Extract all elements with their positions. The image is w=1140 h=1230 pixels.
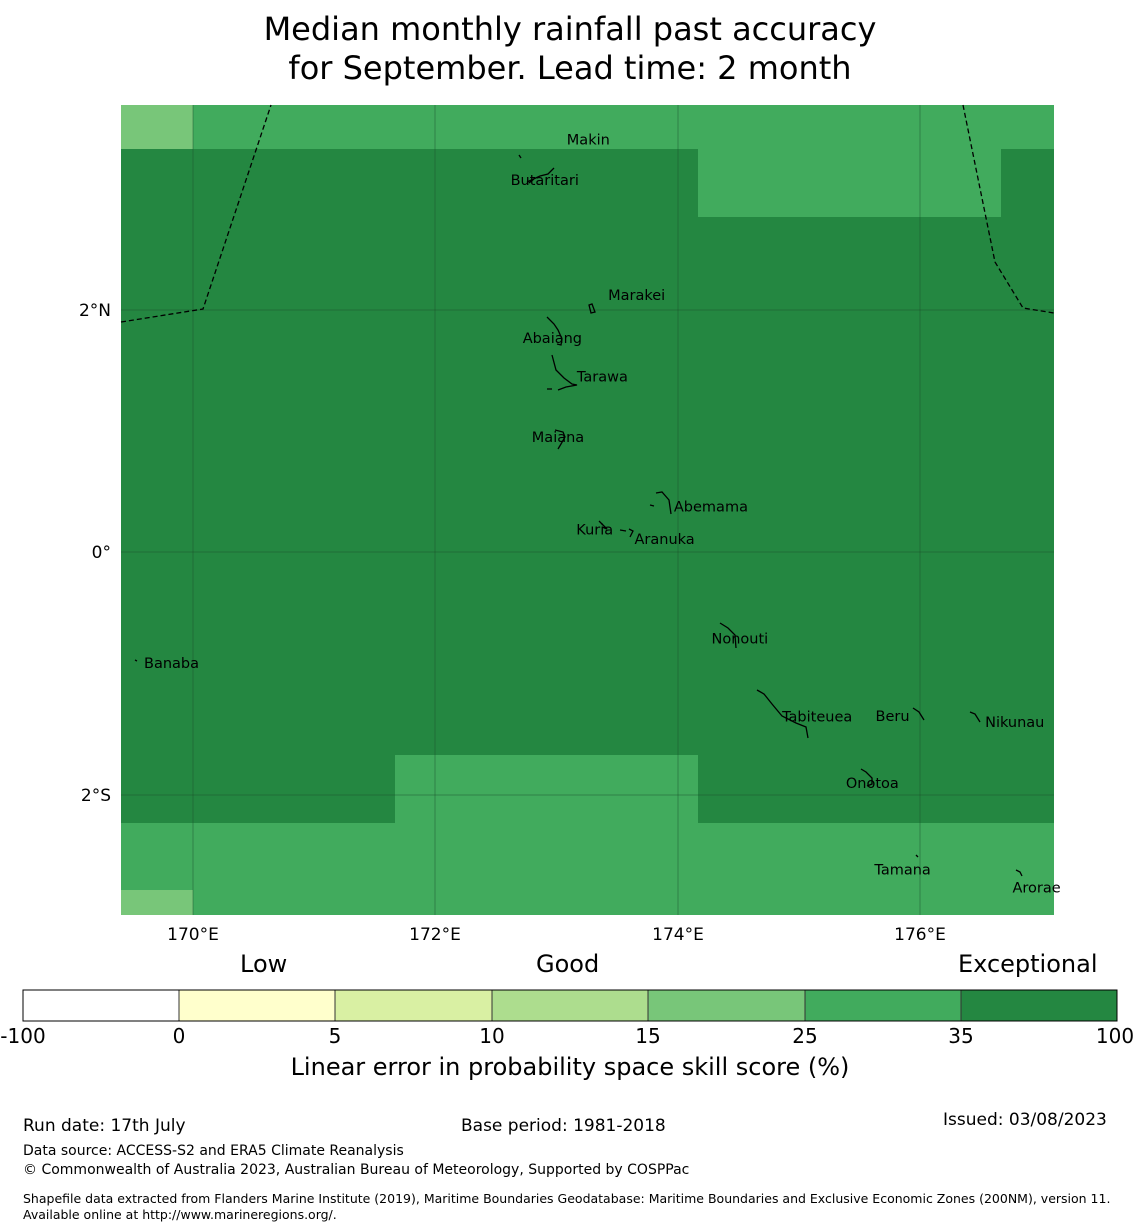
eez-boundary-west [120, 104, 272, 323]
colorbar-frame [22, 989, 1118, 1022]
island-onotoa [860, 768, 873, 787]
colorbar-tick: 0 [172, 1024, 186, 1048]
place-label-maiana: Maiana [532, 430, 584, 446]
colorbar-category-low: Low [240, 950, 288, 978]
place-label-abemama: Abemama [674, 500, 748, 516]
island-aranuka [619, 528, 634, 538]
title-line-2: for September. Lead time: 2 month [288, 49, 852, 87]
place-label-abaiang: Abaiang [523, 331, 582, 347]
data-source: Data source: ACCESS-S2 and ERA5 Climate … [23, 1143, 404, 1159]
place-label-marakei: Marakei [608, 288, 665, 304]
island-butaritari [526, 167, 555, 184]
colorbar-tick: 10 [479, 1024, 505, 1048]
lon-tick-176: 176°E [894, 925, 946, 945]
base-period: Base period: 1981-2018 [461, 1116, 666, 1136]
lat-tick-2s: 2°S [81, 786, 111, 806]
colorbar-tick: 5 [328, 1024, 342, 1048]
place-label-aranuka: Aranuka [635, 532, 695, 548]
place-label-tabiteuea: Tabiteuea [781, 709, 852, 725]
shapefile-credit: Shapefile data extracted from Flanders M… [23, 1191, 1111, 1222]
colorbar-seg-15-25 [648, 990, 805, 1021]
island-makin [518, 154, 522, 159]
place-label-makin: Makin [567, 133, 610, 149]
lon-tick-172: 172°E [409, 925, 461, 945]
colorbar-tick: 35 [948, 1024, 974, 1048]
copyright: © Commonwealth of Australia 2023, Austra… [23, 1162, 690, 1178]
place-label-nikunau: Nikunau [985, 715, 1044, 731]
place-label-butaritari: Butaritari [511, 173, 579, 189]
colorbar-category-good: Good [536, 950, 600, 978]
colorbar-tick: 25 [792, 1024, 818, 1048]
colorbar-label: Linear error in probability space skill … [290, 1053, 850, 1081]
island-tarawa [547, 354, 578, 391]
colorbar-tick: -100 [0, 1024, 46, 1048]
place-label-nonouti: Nonouti [712, 632, 769, 648]
field-bottom-band [121, 823, 1054, 915]
run-date: Run date: 17th July [23, 1116, 186, 1136]
colorbar [22, 989, 1118, 1022]
island-tamana [915, 854, 919, 858]
island-marakei [588, 303, 596, 314]
island-kuria [598, 520, 608, 530]
place-label-tarawa: Tarawa [576, 370, 628, 386]
place-label-banaba: Banaba [144, 656, 199, 672]
field-top-band [121, 105, 1054, 149]
place-label-onotoa: Onotoa [846, 776, 899, 792]
maritime-boundaries [120, 104, 1055, 323]
colorbar-seg-0-5 [179, 990, 335, 1021]
place-labels: Makin Butaritari Marakei Abaiang Tarawa Maian… [144, 133, 1061, 897]
colorbar-seg-10-15 [492, 990, 648, 1021]
island-abemama [649, 491, 672, 515]
skill-field [121, 105, 1054, 915]
island-nonouti [719, 622, 737, 649]
island-outlines [134, 154, 1023, 877]
issued-date: Issued: 03/08/2023 [943, 1110, 1107, 1130]
place-label-tamana: Tamana [873, 863, 930, 879]
island-maiana [554, 429, 566, 450]
island-arorae [1015, 869, 1023, 877]
eez-boundary-east [962, 104, 1055, 314]
colorbar-category-exceptional: Exceptional [958, 950, 1098, 978]
place-label-kuria: Kuria [576, 522, 613, 538]
island-beru [912, 707, 925, 721]
graticule [121, 105, 1054, 915]
lat-tick-2n: 2°N [79, 301, 111, 321]
field-bottom-left-cell [121, 890, 193, 915]
island-abaiang [546, 316, 563, 346]
island-tabiteuea [756, 689, 809, 739]
field-top-right-block [698, 149, 1001, 217]
lon-tick-170: 170°E [167, 925, 219, 945]
lat-tick-0: 0° [92, 543, 111, 563]
map-title: Median monthly rainfall past accuracy fo… [0, 10, 1140, 88]
axis-labels: 170°E 172°E 174°E 176°E 2°N 0° 2°S [79, 301, 946, 945]
island-banaba [134, 659, 138, 662]
lon-tick-174: 174°E [652, 925, 704, 945]
place-label-arorae: Arorae [1013, 881, 1061, 897]
colorbar-seg-35-100 [961, 990, 1117, 1021]
colorbar-tick: 15 [635, 1024, 661, 1048]
field-top-left-cell [121, 105, 193, 149]
field-bottom-mid-block [395, 755, 698, 823]
colorbar-dividers [178, 990, 962, 1021]
title-line-1: Median monthly rainfall past accuracy [263, 10, 877, 48]
place-label-beru: Beru [876, 709, 910, 725]
island-nikunau [969, 711, 981, 723]
colorbar-seg-5-10 [335, 990, 492, 1021]
colorbar-seg-25-35 [805, 990, 961, 1021]
colorbar-seg-neg100-0 [23, 990, 179, 1021]
colorbar-tick: 100 [1095, 1024, 1135, 1048]
